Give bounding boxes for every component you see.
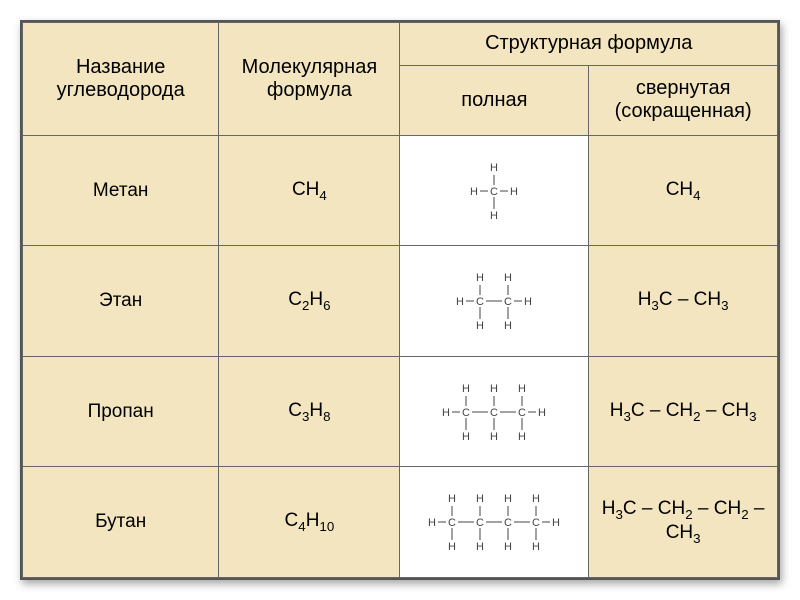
- svg-text:C: C: [504, 517, 512, 529]
- svg-text:H: H: [462, 383, 470, 395]
- svg-text:H: H: [470, 186, 478, 198]
- svg-text:H: H: [490, 383, 498, 395]
- cell-structural-full: CHHHH: [400, 135, 589, 246]
- hydrocarbon-table-container: Название углеводорода Молекулярная форму…: [20, 20, 780, 580]
- svg-text:H: H: [504, 541, 512, 553]
- svg-text:C: C: [462, 407, 470, 419]
- svg-text:H: H: [504, 320, 512, 332]
- header-structural: Структурная формула: [400, 23, 778, 66]
- cell-structural-full: CHHCHHHH: [400, 246, 589, 357]
- svg-text:H: H: [476, 493, 484, 505]
- cell-name: Бутан: [23, 467, 219, 578]
- header-molecular: Молекулярная формула: [219, 23, 400, 136]
- svg-text:H: H: [490, 431, 498, 443]
- svg-text:H: H: [476, 320, 484, 332]
- cell-structural-condensed: CH4: [589, 135, 778, 246]
- cell-name: Метан: [23, 135, 219, 246]
- svg-text:H: H: [552, 517, 560, 529]
- svg-text:H: H: [504, 272, 512, 284]
- cell-name: Этан: [23, 246, 219, 357]
- svg-text:H: H: [490, 162, 498, 174]
- table-row: ПропанC3H8CHHCHHCHHHHH3C – CH2 – CH3: [23, 356, 778, 467]
- svg-text:H: H: [456, 296, 464, 308]
- header-condensed: свернутая (сокращенная): [589, 65, 778, 135]
- svg-text:C: C: [532, 517, 540, 529]
- cell-molecular: C3H8: [219, 356, 400, 467]
- svg-text:C: C: [476, 296, 484, 308]
- svg-text:C: C: [448, 517, 456, 529]
- svg-text:C: C: [490, 186, 498, 198]
- svg-text:H: H: [428, 517, 436, 529]
- cell-structural-condensed: H3C – CH3: [589, 246, 778, 357]
- svg-text:H: H: [448, 493, 456, 505]
- table-row: БутанC4H10CHHCHHCHHCHHHHH3C – CH2 – CH2 …: [23, 467, 778, 578]
- svg-text:H: H: [490, 210, 498, 222]
- svg-text:C: C: [476, 517, 484, 529]
- svg-text:H: H: [448, 541, 456, 553]
- svg-text:H: H: [462, 431, 470, 443]
- svg-text:H: H: [524, 296, 532, 308]
- header-row-1: Название углеводорода Молекулярная форму…: [23, 23, 778, 66]
- header-full: полная: [400, 65, 589, 135]
- cell-molecular: CH4: [219, 135, 400, 246]
- hydrocarbon-table: Название углеводорода Молекулярная форму…: [22, 22, 778, 578]
- cell-name: Пропан: [23, 356, 219, 467]
- svg-text:H: H: [518, 431, 526, 443]
- svg-text:C: C: [504, 296, 512, 308]
- header-name: Название углеводорода: [23, 23, 219, 136]
- svg-text:C: C: [518, 407, 526, 419]
- svg-text:H: H: [510, 186, 518, 198]
- cell-structural-condensed: H3C – CH2 – CH2 – CH3: [589, 467, 778, 578]
- cell-molecular: C2H6: [219, 246, 400, 357]
- table-row: ЭтанC2H6CHHCHHHHH3C – CH3: [23, 246, 778, 357]
- table-row: МетанCH4CHHHHCH4: [23, 135, 778, 246]
- cell-molecular: C4H10: [219, 467, 400, 578]
- cell-structural-full: CHHCHHCHHHH: [400, 356, 589, 467]
- svg-text:H: H: [532, 493, 540, 505]
- svg-text:H: H: [504, 493, 512, 505]
- svg-text:C: C: [490, 407, 498, 419]
- cell-structural-condensed: H3C – CH2 – CH3: [589, 356, 778, 467]
- svg-text:H: H: [442, 407, 450, 419]
- cell-structural-full: CHHCHHCHHCHHHH: [400, 467, 589, 578]
- svg-text:H: H: [532, 541, 540, 553]
- svg-text:H: H: [518, 383, 526, 395]
- svg-text:H: H: [538, 407, 546, 419]
- svg-text:H: H: [476, 541, 484, 553]
- svg-text:H: H: [476, 272, 484, 284]
